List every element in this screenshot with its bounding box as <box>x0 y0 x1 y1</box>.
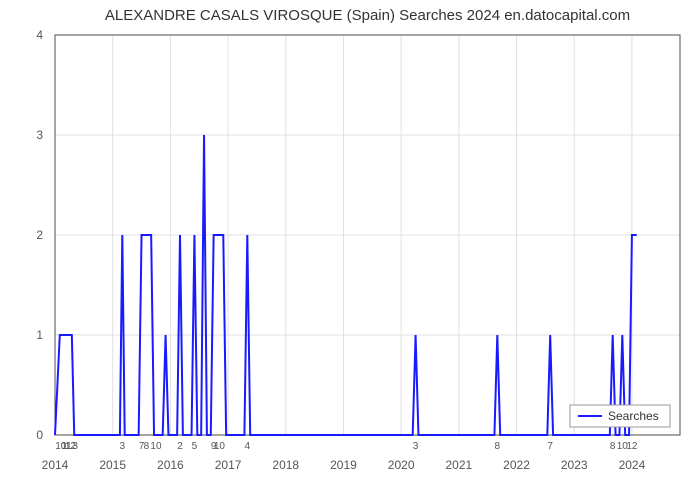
y-tick-label: 2 <box>36 228 43 242</box>
x-year-label: 2020 <box>388 458 415 472</box>
x-year-label: 2014 <box>42 458 69 472</box>
x-small-label: 3 <box>72 441 78 452</box>
y-tick-label: 1 <box>36 328 43 342</box>
x-small-label: 10 <box>214 441 226 452</box>
chart-title: ALEXANDRE CASALS VIROSQUE (Spain) Search… <box>105 7 630 24</box>
x-small-label: 8 <box>144 441 150 452</box>
x-small-label: 2 <box>177 441 183 452</box>
x-small-label: 8 <box>495 441 501 452</box>
x-small-label: 3 <box>120 441 126 452</box>
x-small-label: 7 <box>547 441 553 452</box>
chart-container: 0123420142015201620172018201920202021202… <box>0 0 700 500</box>
x-small-label: 4 <box>245 441 251 452</box>
y-tick-label: 4 <box>36 28 43 42</box>
y-tick-label: 3 <box>36 128 43 142</box>
x-small-label: 12 <box>626 441 638 452</box>
x-small-label: 8 <box>610 441 616 452</box>
x-year-label: 2023 <box>561 458 588 472</box>
x-year-label: 2015 <box>99 458 126 472</box>
x-year-label: 2019 <box>330 458 357 472</box>
x-small-label: 5 <box>192 441 198 452</box>
x-year-label: 2024 <box>619 458 646 472</box>
chart-svg: 0123420142015201620172018201920202021202… <box>0 0 700 500</box>
x-year-label: 2018 <box>272 458 299 472</box>
x-small-label: 3 <box>413 441 419 452</box>
x-year-label: 2022 <box>503 458 530 472</box>
x-year-label: 2017 <box>215 458 242 472</box>
x-year-label: 2021 <box>445 458 472 472</box>
x-year-label: 2016 <box>157 458 184 472</box>
legend-label: Searches <box>608 409 659 423</box>
x-small-label: 10 <box>150 441 162 452</box>
y-tick-label: 0 <box>36 428 43 442</box>
